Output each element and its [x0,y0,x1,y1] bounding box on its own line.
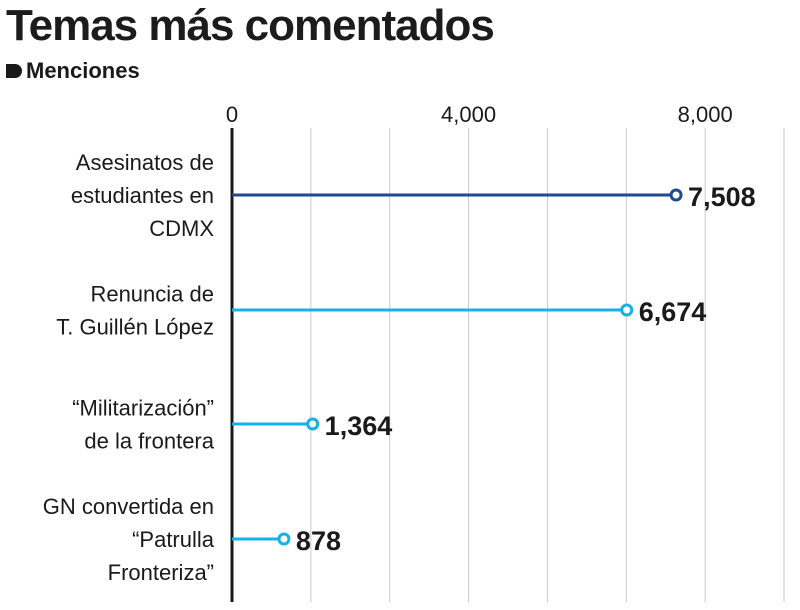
chart-title: Temas más comentados [6,1,495,50]
gridlines [310,128,785,602]
legend-marker-icon [6,64,22,78]
bar-point [620,303,634,317]
series: Asesinatos de estudiantes en CDMX 7,508 Renu… [43,150,756,585]
legend-label: Menciones [26,58,140,83]
x-tick-label-2: 8,000 [678,102,733,127]
category-label: Asesinatos de estudiantes en CDMX [71,150,214,241]
category-row-1: Asesinatos de estudiantes en CDMX 7,508 [71,150,756,241]
value-label: 1,364 [325,411,393,441]
bar-point [306,417,320,431]
bar-point [669,188,683,202]
value-label: 878 [296,526,341,556]
bar-point [277,532,291,546]
x-axis-ticks: 0 4,000 8,000 [226,102,733,127]
category-label: Renuncia de T. Guillén López [56,282,214,340]
category-label: GN convertida en “Patrulla Fronteriza” [43,494,215,585]
category-row-3: “Militarización” de la frontera 1,364 [72,396,392,454]
value-label: 7,508 [688,182,756,212]
category-row-2: Renuncia de T. Guillén López 6,674 [56,282,706,340]
category-label: “Militarización” de la frontera [72,396,215,454]
x-tick-label-0: 0 [226,102,238,127]
value-label: 6,674 [639,297,707,327]
x-tick-label-1: 4,000 [441,102,496,127]
legend: Menciones [6,58,140,84]
category-row-4: GN convertida en “Patrulla Fronteriza” 878 [43,494,341,585]
